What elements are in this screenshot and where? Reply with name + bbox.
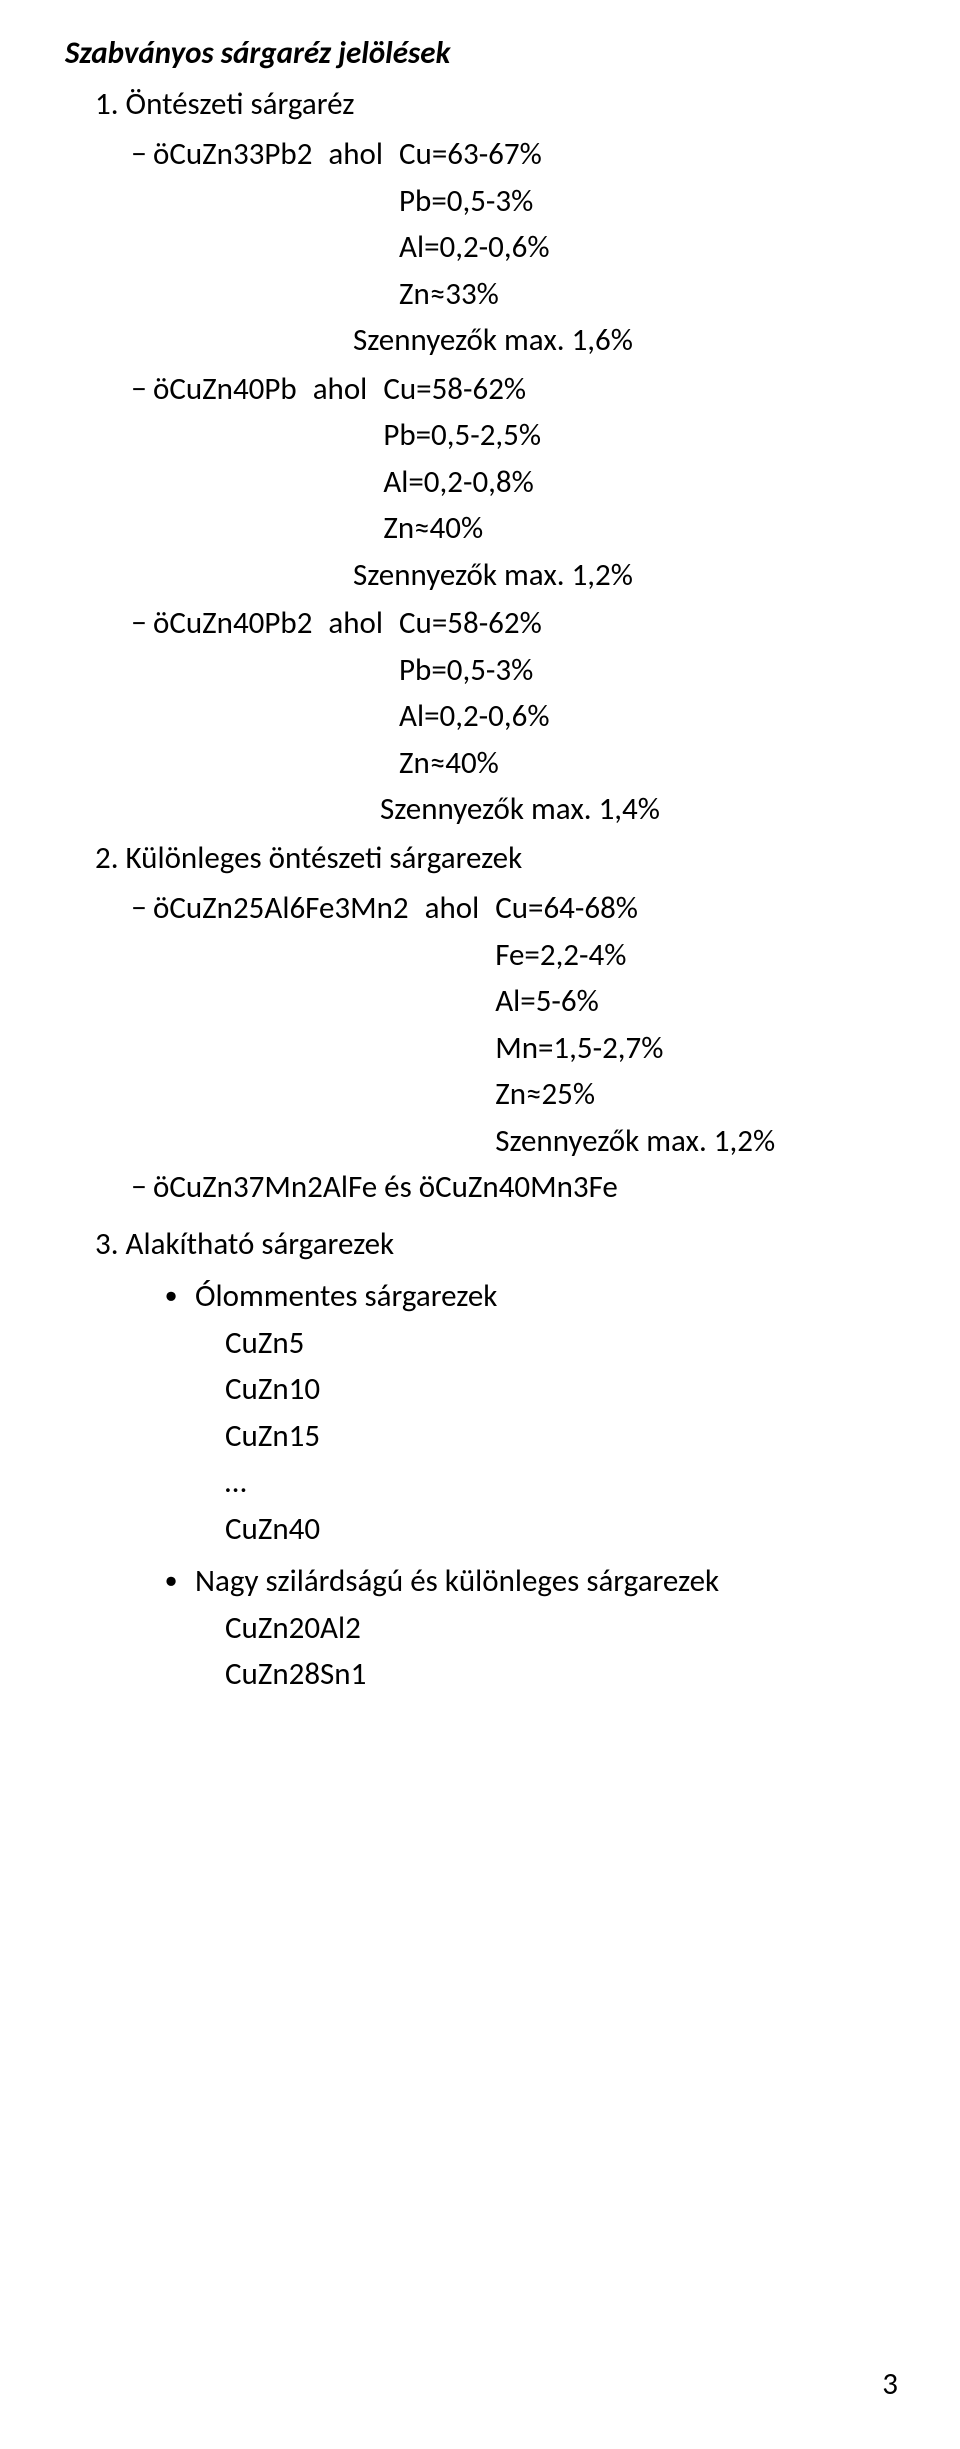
dash-icon: − <box>125 131 153 178</box>
section-1-item: − öCuZn33Pb2 ahol Cu=63-67% Pb=0,5-3% Al… <box>65 131 910 364</box>
dash-icon: − <box>125 885 153 932</box>
alloy-value: Cu=58-62% <box>383 366 910 413</box>
alloy-values: Cu=58-62% Pb=0,5-2,5% Al=0,2-0,8% Zn≈40% <box>383 366 910 552</box>
alloy-value: Mn=1,5-2,7% <box>495 1025 910 1072</box>
bullet-item: ● Ólommentes sárgarezek CuZn5 CuZn10 CuZ… <box>65 1273 910 1552</box>
page-number: 3 <box>882 2361 898 2408</box>
bullet-sub-item: CuZn20Al2 <box>225 1605 910 1652</box>
alloy-value: Pb=0,5-3% <box>399 647 910 694</box>
bullet-sub-item: CuZn40 <box>225 1506 910 1553</box>
ahol-label: ahol <box>328 131 399 178</box>
alloy-value: Cu=63-67% <box>399 131 910 178</box>
alloy-name: öCuZn40Pb2 <box>153 600 328 647</box>
alloy-value: Cu=64-68% <box>495 885 910 932</box>
alloy-name: öCuZn33Pb2 <box>153 131 328 178</box>
alloy-values: Cu=63-67% Pb=0,5-3% Al=0,2-0,6% Zn≈33% <box>399 131 910 317</box>
page-title: Szabványos sárgaréz jelölések <box>65 30 910 77</box>
dash-icon: − <box>125 366 153 413</box>
alloy-name: öCuZn40Pb <box>153 366 313 413</box>
bullet-label: Ólommentes sárgarezek <box>195 1273 497 1320</box>
section-1-item: − öCuZn40Pb2 ahol Cu=58-62% Pb=0,5-3% Al… <box>65 600 910 833</box>
alloy-value: Zn≈40% <box>383 505 910 552</box>
alloy-value: Zn≈40% <box>399 740 910 787</box>
alloy-value: Al=0,2-0,6% <box>399 693 910 740</box>
section-1-item: − öCuZn40Pb ahol Cu=58-62% Pb=0,5-2,5% A… <box>65 366 910 599</box>
alloy-value: Pb=0,5-3% <box>399 178 910 225</box>
bullet-sublist: CuZn20Al2 CuZn28Sn1 <box>165 1605 910 1698</box>
alloy-value: Pb=0,5-2,5% <box>383 412 910 459</box>
bullet-sub-item: CuZn5 <box>225 1320 910 1367</box>
section-2-heading: 2. Különleges öntészeti sárgarezek <box>65 835 910 882</box>
bullet-icon: ● <box>165 1273 195 1319</box>
bullet-sub-item: CuZn28Sn1 <box>225 1651 910 1698</box>
section-2-other: − öCuZn37Mn2AlFe és öCuZn40Mn3Fe <box>65 1164 910 1211</box>
szennyezok-note: Szennyezők max. 1,6% <box>353 317 910 364</box>
alloy-value: Cu=58-62% <box>399 600 910 647</box>
bullet-item: ● Nagy szilárdságú és különleges sárgare… <box>65 1558 910 1698</box>
ahol-label: ahol <box>425 885 496 932</box>
szennyezok-note: Szennyezők max. 1,2% <box>353 552 910 599</box>
alloy-value: Al=0,2-0,6% <box>399 224 910 271</box>
section-1-heading: 1. Öntészeti sárgaréz <box>65 81 910 128</box>
szennyezok-note: Szennyezők max. 1,2% <box>495 1118 910 1165</box>
ahol-label: ahol <box>313 366 384 413</box>
alloy-values: Cu=58-62% Pb=0,5-3% Al=0,2-0,6% Zn≈40% <box>399 600 910 786</box>
alloy-value: Zn≈33% <box>399 271 910 318</box>
bullet-sublist: CuZn5 CuZn10 CuZn15 … CuZn40 <box>165 1320 910 1553</box>
bullet-icon: ● <box>165 1558 195 1604</box>
alloy-name: öCuZn25Al6Fe3Mn2 <box>153 885 425 932</box>
bullet-label: Nagy szilárdságú és különleges sárgareze… <box>195 1558 719 1605</box>
section-3-heading: 3. Alakítható sárgarezek <box>65 1221 910 1268</box>
szennyezok-note: Szennyezők max. 1,4% <box>380 786 910 833</box>
alloy-value: Al=5-6% <box>495 978 910 1025</box>
document-page: Szabványos sárgaréz jelölések 1. Öntésze… <box>0 0 960 2449</box>
ahol-label: ahol <box>328 600 399 647</box>
bullet-sub-item: … <box>225 1459 910 1506</box>
dash-icon: − <box>125 1164 153 1211</box>
bullet-sub-item: CuZn15 <box>225 1413 910 1460</box>
dash-icon: − <box>125 600 153 647</box>
alloy-value: Al=0,2-0,8% <box>383 459 910 506</box>
alloy-other-line: öCuZn37Mn2AlFe és öCuZn40Mn3Fe <box>153 1164 618 1211</box>
alloy-values: Cu=64-68% Fe=2,2-4% Al=5-6% Mn=1,5-2,7% … <box>495 885 910 1164</box>
bullet-sub-item: CuZn10 <box>225 1366 910 1413</box>
section-2-item: − öCuZn25Al6Fe3Mn2 ahol Cu=64-68% Fe=2,2… <box>65 885 910 1164</box>
alloy-value: Fe=2,2-4% <box>495 932 910 979</box>
alloy-value: Zn≈25% <box>495 1071 910 1118</box>
